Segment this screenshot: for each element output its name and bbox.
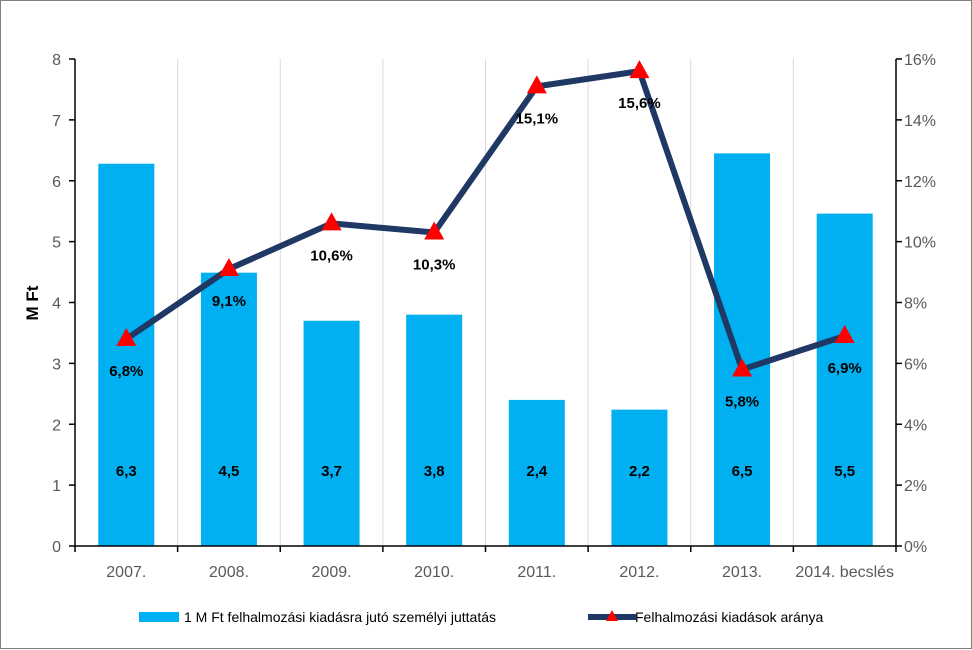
y-axis-title: M Ft [23,285,42,320]
bar-value-label: 6,3 [116,463,137,480]
legend-line-label: Felhalmozási kiadások aránya [635,609,824,625]
y-tick-label-right: 10% [904,235,936,252]
bar [714,153,771,546]
line-marker [629,60,650,79]
bar-value-label: 5,5 [834,463,855,480]
y-tick-label-right: 14% [904,113,936,130]
legend-bar-label: 1 M Ft felhalmozási kiadásra jutó személ… [184,609,496,625]
y-tick-label-left: 0 [52,539,61,556]
line-marker [526,75,547,94]
line-value-label: 6,9% [828,360,862,377]
y-tick-label-right: 8% [904,296,927,313]
bar-value-label: 2,4 [526,463,548,480]
line-series [116,60,855,377]
line-value-label: 15,1% [516,110,559,127]
bar-value-label: 2,2 [629,463,650,480]
line-path [123,68,848,373]
bar-value-label: 3,8 [424,463,445,480]
bar [200,272,257,546]
y-tick-label-left: 6 [52,174,61,191]
y-tick-label-right: 16% [904,52,936,69]
bar [406,314,463,546]
axes: 0 1 2 3 4 5 6 7 8 0% 2% 4% 6% 8% 10% 12% 14% 16% 2007. 2008… [52,52,936,581]
x-tick-label: 2009. [312,564,352,581]
line-marker [116,328,137,347]
y-tick-label-left: 8 [52,52,61,69]
bar-value-label: 6,5 [732,463,753,480]
y-tick-label-left: 3 [52,356,61,373]
line-marker [218,258,239,277]
y-tick-label-left: 2 [52,417,61,434]
line-marker [321,212,342,231]
y-tick-label-right: 2% [904,478,927,495]
x-tick-label: 2013. [722,564,762,581]
x-tick-label: 2007. [106,564,146,581]
line-marker [732,358,753,377]
line-value-label: 10,6% [310,247,353,264]
x-tick-label: 2010. [414,564,454,581]
y-tick-label-right: 4% [904,417,927,434]
y-tick-label-left: 5 [52,235,61,252]
line-value-label: 10,3% [413,256,456,273]
line-value-label: 6,8% [109,363,143,380]
data-labels: 6,3 4,5 3,7 3,8 2,4 2,2 6,5 5,5 6,8% 9,1% 10,6% 10,… [109,95,862,480]
x-tick-label: 2011. [517,564,556,581]
bar-series [98,153,873,546]
legend-bar-swatch [139,612,179,622]
x-tick-label: 2008. [209,564,249,581]
y-tick-label-left: 4 [52,296,61,313]
legend-line-marker [606,610,618,621]
line-marker [834,324,855,343]
legend: 1 M Ft felhalmozási kiadásra jutó személ… [139,609,824,625]
bar-value-label: 3,7 [321,463,342,480]
y-tick-label-left: 7 [52,113,61,130]
bar [98,163,155,546]
bar [816,213,873,546]
x-tick-label: 2014. becslés [795,564,894,581]
y-tick-label-right: 0% [904,539,927,556]
gridlines [177,59,794,546]
y-tick-label-right: 12% [904,174,936,191]
bar [508,399,565,546]
bar [303,320,360,546]
line-value-label: 9,1% [212,293,246,310]
bar [611,409,668,546]
line-value-label: 5,8% [725,393,759,410]
y-tick-label-right: 6% [904,356,927,373]
line-marker [424,221,445,240]
line-value-label: 15,6% [618,95,661,112]
bar-value-label: 4,5 [219,463,240,480]
y-tick-label-left: 1 [52,478,61,495]
x-tick-label: 2012. [619,564,659,581]
